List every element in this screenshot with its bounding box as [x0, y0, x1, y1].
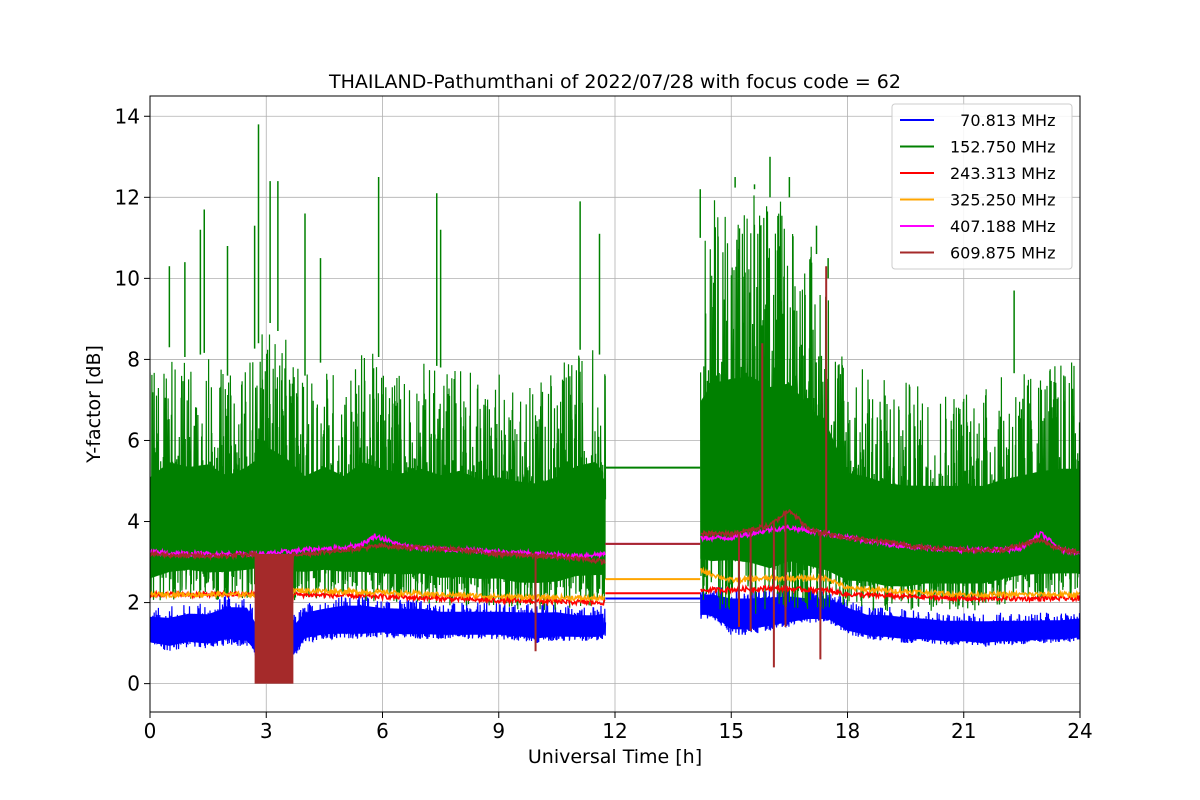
- legend-entry: 152.750 MHz: [950, 138, 1055, 157]
- x-tick-label: 12: [602, 719, 627, 743]
- series-2: [150, 583, 1080, 652]
- x-tick-label: 18: [835, 719, 860, 743]
- y-tick-label: 8: [127, 347, 140, 371]
- series-core-band: [150, 446, 604, 583]
- series-block: [254, 553, 294, 684]
- x-tick-label: 21: [951, 719, 976, 743]
- y-tick-label: 4: [127, 510, 140, 534]
- series-line: [150, 508, 1080, 628]
- series-line: [150, 583, 1080, 652]
- y-tick-label: 2: [127, 591, 140, 615]
- x-tick-label: 3: [260, 719, 273, 743]
- series-3: [150, 566, 1080, 647]
- legend-entry: 70.813 MHz: [950, 111, 1055, 130]
- plot-area: [150, 124, 1080, 684]
- series-5: [150, 266, 1080, 684]
- y-tick-label: 6: [127, 428, 140, 452]
- legend-entry: 325.250 MHz: [950, 191, 1055, 210]
- x-tick-label: 15: [719, 719, 744, 743]
- legend-entry: 407.188 MHz: [950, 217, 1055, 236]
- y-tick-label: 12: [115, 185, 140, 209]
- x-axis-label: Universal Time [h]: [528, 746, 702, 768]
- x-tick-label: 6: [376, 719, 389, 743]
- chart-title: THAILAND-Pathumthani of 2022/07/28 with …: [328, 71, 901, 93]
- series-line: [150, 566, 1080, 647]
- legend: 70.813 MHz 152.750 MHz 243.313 MHz 325.250 …: [891, 103, 1073, 270]
- series-1: [150, 124, 1080, 614]
- y-tick-label: 10: [115, 266, 140, 290]
- legend-box: [891, 103, 1073, 270]
- x-tick-label: 9: [492, 719, 505, 743]
- legend-entry: 609.875 MHz: [950, 244, 1055, 263]
- x-tick-label: 0: [144, 719, 157, 743]
- series-core-band: [700, 376, 1080, 587]
- y-tick-label: 14: [115, 104, 140, 128]
- y-tick-label: 0: [127, 672, 140, 696]
- y-axis-label: Y-factor [dB]: [83, 345, 105, 464]
- legend-entry: 243.313 MHz: [950, 164, 1055, 183]
- x-tick-label: 24: [1067, 719, 1092, 743]
- plot-series: [150, 124, 1080, 684]
